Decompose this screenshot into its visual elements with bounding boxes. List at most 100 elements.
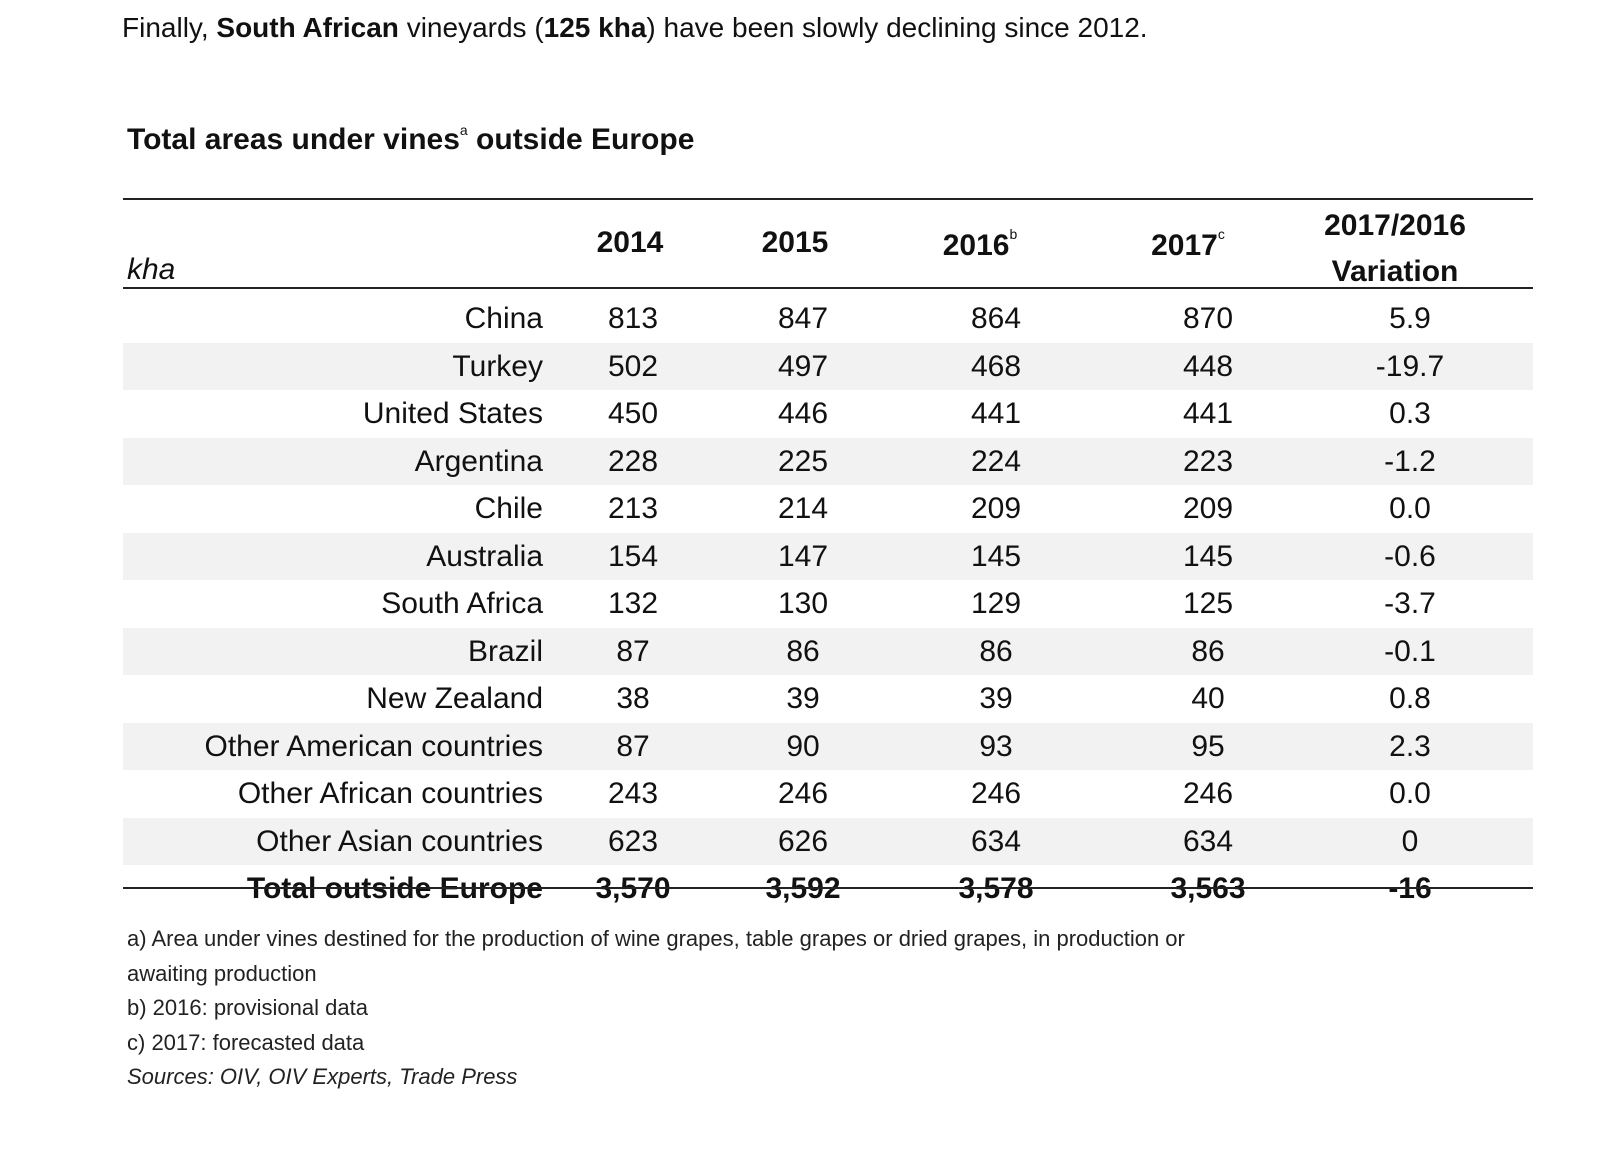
intro-prefix: Finally, (122, 12, 217, 43)
table-title-text2: outside Europe (467, 123, 695, 156)
cell-2016: 468 (970, 349, 1022, 383)
cell-2014: 813 (607, 302, 659, 335)
table-row: Other Asian countries 623 626 634 634 0 (123, 817, 1533, 865)
footnote-a-line1: a) Area under vines destined for the pro… (127, 926, 1185, 951)
cell-2015: 86 (786, 634, 820, 668)
cell-2017: 223 (1182, 444, 1234, 478)
cell-2016: 93 (979, 729, 1013, 763)
cell-2017: 40 (1191, 682, 1225, 715)
header-2015-label: 2015 (761, 226, 829, 259)
header-2014: 2014 (580, 226, 680, 260)
cell-2015: 214 (777, 492, 829, 525)
cell-variation: -1.2 (1384, 444, 1436, 478)
cell-2015: 90 (786, 729, 820, 763)
cell-2016: 864 (970, 302, 1022, 335)
table-row: Turkey 502 497 468 448 -19.7 (123, 342, 1533, 390)
sources-note: Sources: OIV, OIV Experts, Trade Press (127, 1064, 518, 1089)
header-2017-label: 2017 (1151, 229, 1218, 262)
cell-variation: 0 (1401, 824, 1419, 858)
cell-2016: 224 (970, 444, 1022, 478)
header-variation-line1: 2017/2016 (1324, 209, 1466, 242)
header-2016-label: 2016 (942, 229, 1010, 262)
footnote-b: b) 2016: provisional data (127, 995, 368, 1020)
header-bottom-rule (123, 287, 1533, 289)
cell-2014: 213 (607, 492, 659, 525)
cell-variation: 5.9 (1389, 302, 1431, 335)
cell-2016: 145 (970, 539, 1022, 573)
table-row: South Africa 132 130 129 125 -3.7 (123, 580, 1533, 628)
cell-2015: 246 (777, 777, 829, 810)
unit-label: kha (127, 253, 176, 286)
cell-variation: 0.3 (1389, 397, 1431, 430)
cell-2017: 634 (1182, 824, 1234, 858)
cell-2016: 209 (970, 492, 1022, 525)
row-label: Chile (474, 492, 543, 525)
row-label: United States (362, 397, 543, 430)
cell-2015: 446 (777, 397, 829, 430)
row-label: Australia (426, 539, 543, 573)
cell-2015: 497 (777, 349, 829, 383)
cell-2014: 243 (607, 777, 659, 810)
header-2016: 2016b (920, 226, 1040, 263)
intro-bold-value: 125 kha (543, 12, 647, 43)
header-2017: 2017c (1128, 226, 1248, 263)
cell-2015: 847 (777, 302, 829, 335)
table-title-sup: a (459, 122, 468, 138)
cell-2016: 246 (970, 777, 1022, 810)
cell-2015: 225 (777, 444, 829, 478)
table-row: Chile 213 214 209 209 0.0 (123, 485, 1533, 533)
intro-bold-country: South African (216, 12, 399, 43)
cell-2014: 228 (607, 444, 659, 478)
footnotes: a) Area under vines destined for the pro… (127, 922, 1185, 1095)
cell-2017: 125 (1182, 587, 1234, 620)
cell-2016: 441 (970, 397, 1022, 430)
row-label: Argentina (414, 444, 543, 478)
cell-2015: 147 (777, 539, 829, 573)
cell-2017: 870 (1182, 302, 1234, 335)
table-row: Argentina 228 225 224 223 -1.2 (123, 437, 1533, 485)
cell-variation: 0.0 (1389, 777, 1431, 810)
cell-2014: 87 (616, 729, 650, 763)
cell-variation: -0.6 (1384, 539, 1436, 573)
cell-variation: 0.8 (1389, 682, 1431, 715)
table-row: United States 450 446 441 441 0.3 (123, 390, 1533, 438)
cell-2014: 87 (616, 634, 650, 668)
header-2017-sup: c (1217, 226, 1225, 242)
cell-2017: 246 (1182, 777, 1234, 810)
cell-2016: 86 (979, 634, 1013, 668)
row-label: New Zealand (366, 682, 543, 715)
row-label: South Africa (381, 587, 543, 620)
cell-variation: 0.0 (1389, 492, 1431, 525)
header-variation: 2017/2016 Variation (1300, 203, 1490, 295)
cell-2015: 39 (786, 682, 820, 715)
cell-2016: 634 (970, 824, 1022, 858)
header-2015: 2015 (745, 226, 845, 260)
footnote-c: c) 2017: forecasted data (127, 1029, 365, 1055)
table-row: Brazil 87 86 86 86 -0.1 (123, 627, 1533, 675)
cell-2014: 450 (607, 397, 659, 430)
row-label: Other Asian countries (256, 824, 543, 858)
row-label: Other African countries (237, 777, 543, 810)
cell-2014: 132 (607, 587, 659, 620)
cell-2014: 502 (607, 349, 659, 383)
row-label: Turkey (452, 349, 543, 383)
table-title-text: Total areas under vines (127, 123, 460, 156)
cell-2014: 38 (616, 682, 650, 715)
intro-suffix: ) have been slowly declining since 2012. (646, 12, 1148, 43)
header-variation-line2: Variation (1331, 255, 1459, 288)
row-label: Other American countries (204, 729, 543, 763)
cell-2014: 623 (607, 824, 659, 858)
cell-2016: 129 (970, 587, 1022, 620)
table-row: China 813 847 864 870 5.9 (123, 295, 1533, 343)
table-row: New Zealand 38 39 39 40 0.8 (123, 675, 1533, 723)
cell-2015: 626 (777, 824, 829, 858)
cell-variation: -0.1 (1384, 634, 1436, 668)
cell-2014: 154 (607, 539, 659, 573)
table-title: Total areas under vinesa outside Europe (127, 122, 694, 157)
table-row: Other American countries 87 90 93 95 2.3 (123, 722, 1533, 770)
table-top-rule (123, 198, 1533, 200)
cell-2015: 130 (777, 587, 829, 620)
data-table: China 813 847 864 870 5.9 Turkey 502 497 468 448 -1… (123, 295, 1533, 913)
footnote-a-line2: awaiting production (127, 960, 317, 986)
table-row: Other African countries 243 246 246 246 0.0 (123, 770, 1533, 818)
